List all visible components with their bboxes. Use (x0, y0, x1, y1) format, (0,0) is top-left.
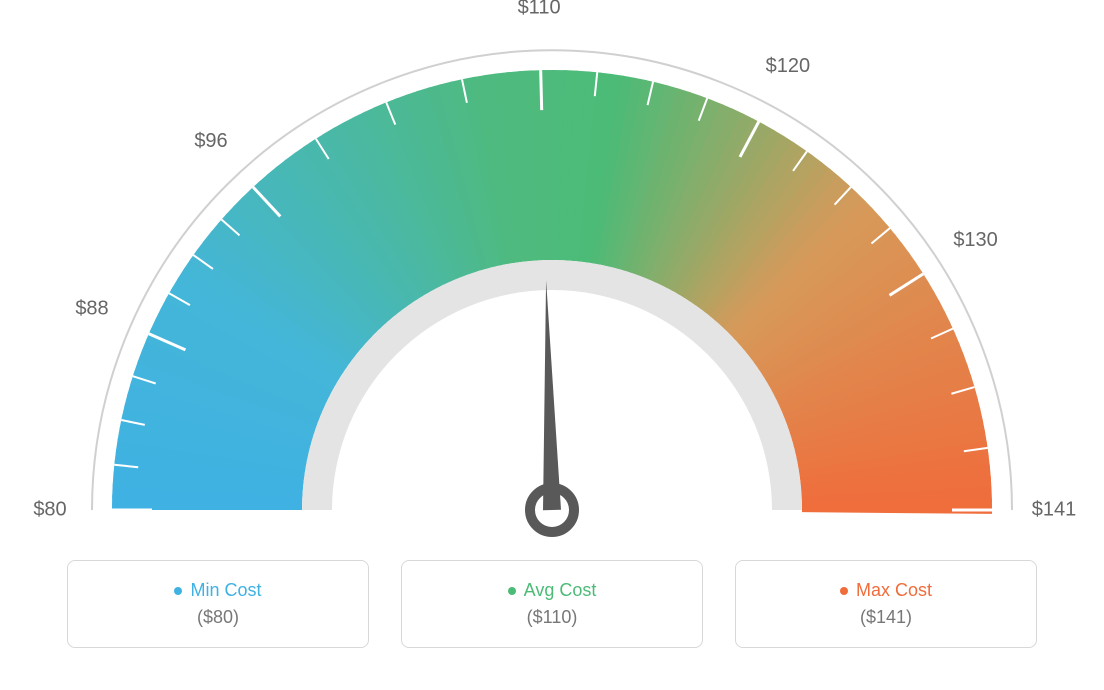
legend-label-min: Min Cost (190, 580, 261, 601)
legend-value-avg: ($110) (527, 607, 578, 628)
legend-card-min: Min Cost ($80) (67, 560, 369, 648)
legend-card-avg: Avg Cost ($110) (401, 560, 703, 648)
legend-dot-max (840, 587, 848, 595)
legend-card-max: Max Cost ($141) (735, 560, 1037, 648)
legend-top-min: Min Cost (174, 580, 261, 601)
svg-text:$141: $141 (1032, 498, 1077, 520)
svg-text:$120: $120 (766, 55, 811, 77)
legend-label-avg: Avg Cost (524, 580, 597, 601)
legend-row: Min Cost ($80) Avg Cost ($110) Max Cost … (0, 560, 1104, 648)
legend-top-max: Max Cost (840, 580, 932, 601)
legend-value-min: ($80) (197, 607, 239, 628)
svg-text:$80: $80 (33, 498, 66, 520)
legend-label-max: Max Cost (856, 580, 932, 601)
legend-top-avg: Avg Cost (508, 580, 597, 601)
gauge-chart: $80 $88 $96 $110 $120 $130 $141 (0, 0, 1104, 560)
svg-text:$130: $130 (953, 229, 998, 251)
svg-text:$110: $110 (518, 0, 561, 18)
svg-text:$96: $96 (194, 130, 227, 152)
legend-dot-min (174, 587, 182, 595)
legend-dot-avg (508, 587, 516, 595)
svg-text:$88: $88 (75, 297, 108, 319)
gauge-svg: $80 $88 $96 $110 $120 $130 $141 (0, 0, 1104, 560)
legend-value-max: ($141) (860, 607, 912, 628)
